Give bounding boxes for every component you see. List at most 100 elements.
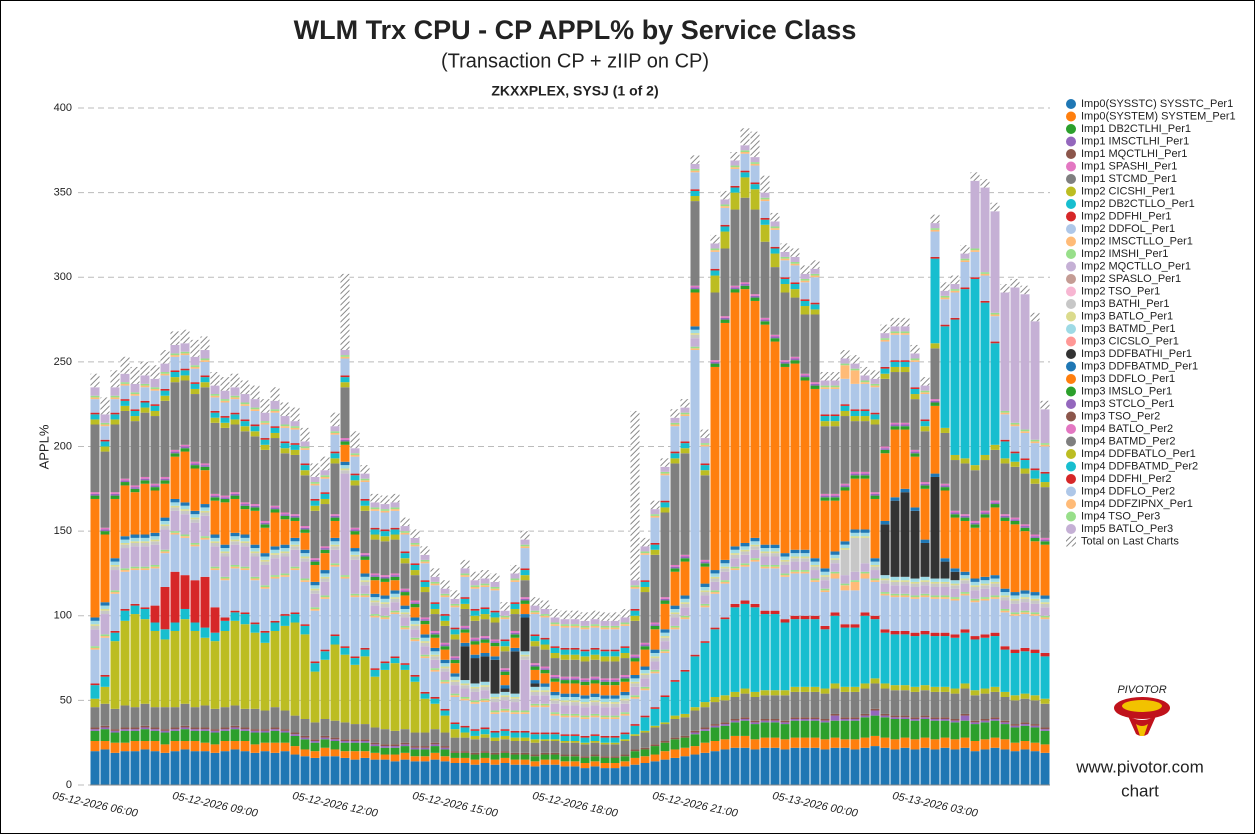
bar-segment [500, 685, 510, 689]
bar-segment [220, 576, 230, 579]
bar-segment [670, 715, 680, 719]
bar-segment [490, 639, 500, 642]
bar-segment [260, 412, 270, 422]
bar-segment [380, 754, 390, 760]
bar-segment [590, 627, 600, 648]
bar-segment [750, 696, 760, 721]
bar-segment [410, 624, 420, 626]
bar-segment [1040, 730, 1050, 745]
bar-segment [690, 170, 700, 173]
bar-segment [450, 634, 460, 640]
bar-segment [320, 573, 330, 577]
bar-segment [930, 223, 940, 229]
bar-segment [580, 718, 590, 736]
bar-segment [730, 570, 740, 604]
bar-segment [710, 292, 720, 361]
bar-segment [560, 624, 570, 626]
bar-segment [210, 632, 220, 642]
bar-segment [850, 691, 860, 718]
bar-segment [720, 190, 730, 200]
bar-segment [640, 686, 650, 689]
bar-segment [500, 668, 510, 670]
bar-segment [110, 493, 120, 496]
bar-segment [530, 641, 540, 647]
bar-segment [820, 749, 830, 785]
bar-segment [340, 358, 350, 376]
bar-segment [110, 564, 120, 567]
bar-segment [270, 727, 280, 730]
bar-segment [310, 740, 320, 743]
bar-segment [590, 756, 600, 762]
bar-segment [530, 646, 540, 664]
bar-segment [290, 443, 300, 445]
bar-segment [700, 566, 710, 584]
bar-segment [450, 673, 460, 677]
bar-segment [690, 155, 700, 164]
bar-segment [330, 541, 340, 545]
bar-segment [270, 505, 280, 508]
bar-segment [820, 580, 830, 589]
bar-segment [440, 749, 450, 757]
bar-segment [740, 735, 750, 748]
bar-segment [1020, 458, 1030, 461]
bar-segment [360, 559, 370, 574]
pivotor-link[interactable]: www.pivotor.com [1075, 757, 1204, 776]
bar-segment [860, 536, 870, 538]
bar-segment [540, 673, 550, 684]
bar-segment [790, 297, 800, 357]
bar-segment [990, 343, 1000, 445]
link-text[interactable]: www.pivotor.com [1075, 757, 1204, 776]
bar-segment [1010, 426, 1020, 452]
bar-segment [990, 444, 1000, 450]
bar-segment [280, 576, 290, 615]
bar-segment [1020, 431, 1030, 433]
bar-segment [260, 642, 270, 711]
bar-segment [110, 752, 120, 785]
bar-segment [390, 502, 400, 508]
bar-segment [510, 651, 520, 694]
bar-segment [920, 419, 930, 422]
bar-segment [110, 566, 120, 571]
bar-segment [480, 702, 490, 728]
legend-label: Total on Last Charts [1081, 535, 1179, 547]
bar-segment [1040, 619, 1050, 653]
bar-segment [300, 581, 310, 625]
bar-segment [470, 691, 480, 701]
bar-segment [320, 492, 330, 494]
bar-segment [300, 756, 310, 785]
bar-segment [850, 717, 860, 719]
bar-segment [290, 429, 300, 444]
bar-segment [560, 683, 570, 694]
bar-segment [670, 625, 680, 628]
bar-segment [610, 627, 620, 630]
bar-segment [410, 542, 420, 545]
bar-segment [780, 619, 790, 623]
bar-segment [980, 600, 990, 635]
bar-segment [440, 671, 450, 681]
bar-segment [760, 321, 770, 325]
bar-segment [960, 262, 970, 288]
bar-segment [370, 597, 380, 601]
bar-segment [470, 585, 480, 587]
bar-segment [300, 532, 310, 550]
bar-segment [360, 647, 370, 650]
bar-segment [360, 480, 370, 483]
bar-segment [290, 544, 300, 547]
bar-segment [720, 583, 730, 618]
bar-segment [360, 656, 370, 725]
bar-segment [730, 185, 740, 188]
bar-segment [450, 693, 460, 696]
bar-segment [420, 698, 430, 733]
bar-segment [990, 314, 1000, 317]
bar-segment [310, 742, 320, 752]
bar-segment [360, 478, 370, 481]
bar-segment [280, 575, 290, 577]
bar-segment [600, 695, 610, 699]
bar-segment [990, 202, 1000, 212]
bar-segment [870, 412, 880, 415]
bar-segment [130, 730, 140, 741]
bar-segment [950, 720, 960, 723]
bar-segment [650, 652, 660, 657]
bar-segment [640, 756, 650, 763]
bar-segment [540, 703, 550, 706]
